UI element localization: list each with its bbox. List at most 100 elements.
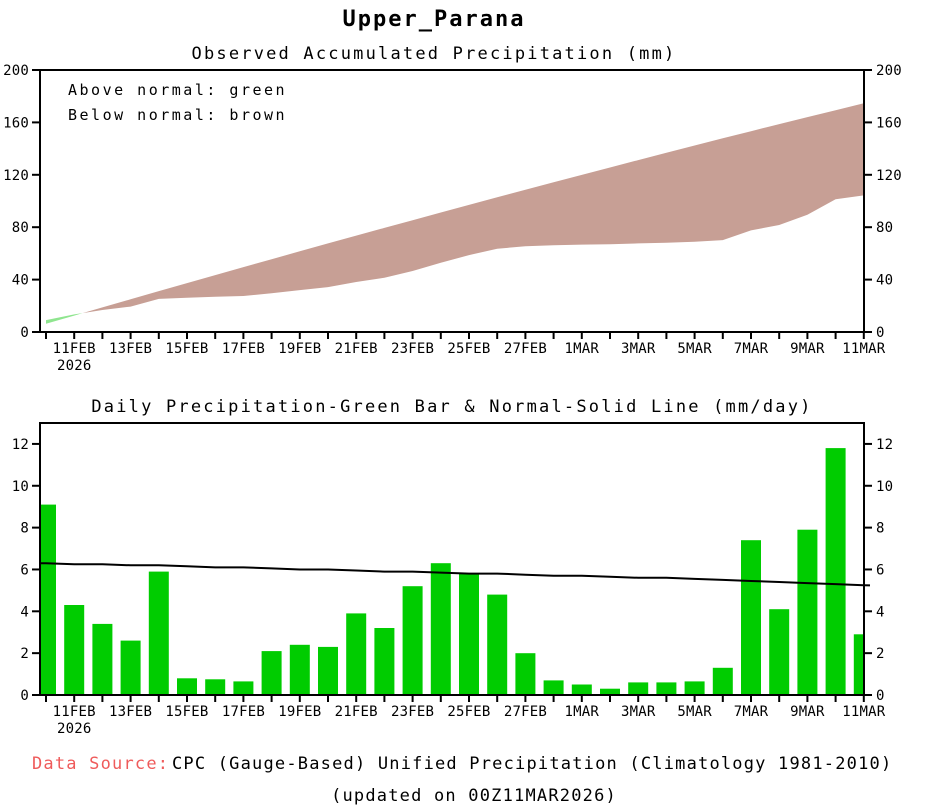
y-tick-label-right: 6: [876, 562, 885, 578]
y-tick-label-right: 4: [876, 604, 885, 620]
x-tick-label: 27FEB: [504, 341, 547, 357]
daily-bar-23FEB: [402, 586, 423, 695]
y-tick-label-left: 200: [3, 63, 29, 79]
daily-bar-3MAR: [628, 682, 649, 695]
daily-bar-27FEB: [515, 653, 536, 695]
x-tick-label: 23FEB: [391, 341, 434, 357]
x-tick-label: 11FEB: [53, 341, 96, 357]
daily-bar-1MAR: [571, 684, 592, 695]
daily-bar-5MAR: [684, 681, 705, 695]
daily-bar-10FEB: [40, 504, 56, 695]
daily-bar-4MAR: [656, 682, 677, 695]
y-tick-label-left: 4: [20, 604, 29, 620]
x-year-label: 2026: [57, 358, 92, 374]
x-tick-label: 15FEB: [165, 341, 208, 357]
x-tick-label: 5MAR: [677, 341, 712, 357]
x-tick-label: 23FEB: [391, 704, 434, 720]
y-tick-label-left: 12: [12, 437, 29, 453]
y-tick-label-right: 10: [876, 479, 893, 495]
x-tick-label: 7MAR: [734, 704, 769, 720]
daily-bar-14FEB: [148, 571, 169, 695]
daily-bar-6MAR: [712, 667, 733, 695]
data-source-label: Data Source:: [32, 754, 169, 774]
daily-bar-11MAR: [853, 634, 864, 695]
y-tick-label-right: 2: [876, 646, 885, 662]
x-tick-label: 9MAR: [790, 341, 825, 357]
daily-bar-9MAR: [797, 529, 818, 695]
x-tick-label: 1MAR: [565, 341, 600, 357]
daily-bar-20FEB: [318, 646, 338, 695]
daily-bar-13FEB: [120, 640, 141, 695]
y-tick-label-right: 8: [876, 521, 885, 537]
daily-bar-24FEB: [430, 563, 451, 695]
y-tick-label-right: 80: [876, 220, 893, 236]
page-title: Upper_Parana: [343, 7, 526, 32]
daily-bar-12FEB: [92, 623, 113, 695]
normal-line: [40, 562, 871, 587]
daily-bar-17FEB: [233, 681, 254, 695]
x-tick-label: 13FEB: [109, 341, 152, 357]
daily-bars-group: [40, 448, 864, 695]
x-tick-label: 5MAR: [677, 704, 712, 720]
daily-bar-21FEB: [346, 613, 367, 695]
x-tick-label: 11MAR: [842, 704, 886, 720]
x-tick-label: 3MAR: [621, 704, 656, 720]
daily-bar-7MAR: [741, 540, 761, 695]
daily-bar-2MAR: [600, 688, 620, 695]
x-tick-label: 25FEB: [447, 341, 490, 357]
daily-plot-frame: [39, 422, 865, 696]
accumulated-chart-title: Observed Accumulated Precipitation (mm): [192, 44, 677, 64]
x-tick-label: 19FEB: [278, 341, 321, 357]
accumulated-plot-frame: [39, 69, 865, 333]
daily-bar-18FEB: [261, 651, 282, 695]
daily-bar-28FEB: [543, 680, 564, 695]
y-tick-label-right: 12: [876, 437, 893, 453]
x-tick-label: 9MAR: [790, 704, 825, 720]
x-tick-label: 27FEB: [504, 704, 547, 720]
daily-bar-16FEB: [205, 679, 226, 695]
x-tick-label: 17FEB: [222, 341, 265, 357]
updated-timestamp: (updated on 00Z11MAR2026): [331, 786, 617, 806]
x-tick-label: 7MAR: [734, 341, 769, 357]
y-tick-label-right: 200: [876, 63, 902, 79]
below-normal-band: [82, 103, 864, 314]
daily-chart-title: Daily Precipitation-Green Bar & Normal-S…: [91, 397, 812, 417]
daily-bar-25FEB: [459, 573, 479, 695]
x-tick-label: 17FEB: [222, 704, 265, 720]
x-tick-label: 11MAR: [842, 341, 886, 357]
y-tick-label-right: 160: [876, 115, 902, 131]
x-year-label: 2026: [57, 721, 92, 737]
above-normal-band: [46, 313, 83, 324]
y-tick-label-left: 80: [12, 220, 29, 236]
y-tick-label-right: 120: [876, 168, 902, 184]
y-tick-label-left: 40: [12, 273, 29, 289]
x-tick-label: 1MAR: [565, 704, 600, 720]
x-tick-label: 25FEB: [447, 704, 490, 720]
x-tick-label: 15FEB: [165, 704, 208, 720]
legend-above-normal: Above normal: green: [68, 81, 287, 99]
y-tick-label-left: 160: [3, 115, 29, 131]
daily-bar-26FEB: [487, 594, 508, 695]
x-tick-label: 11FEB: [53, 704, 96, 720]
x-tick-label: 13FEB: [109, 704, 152, 720]
daily-bar-19FEB: [289, 644, 310, 695]
data-source-text: CPC (Gauge-Based) Unified Precipitation …: [172, 754, 892, 774]
y-tick-label-left: 8: [20, 521, 29, 537]
x-tick-label: 19FEB: [278, 704, 321, 720]
x-tick-label: 3MAR: [621, 341, 656, 357]
y-tick-label-right: 0: [876, 688, 885, 704]
y-tick-label-left: 2: [20, 646, 29, 662]
daily-bar-15FEB: [177, 678, 197, 695]
x-tick-label: 21FEB: [335, 704, 378, 720]
legend-below-normal: Below normal: brown: [68, 106, 287, 124]
y-tick-label-right: 0: [876, 325, 885, 341]
y-tick-label-left: 10: [12, 479, 29, 495]
x-tick-label: 21FEB: [335, 341, 378, 357]
y-tick-label-left: 120: [3, 168, 29, 184]
daily-bar-11FEB: [64, 605, 85, 695]
daily-bar-8MAR: [769, 609, 790, 695]
